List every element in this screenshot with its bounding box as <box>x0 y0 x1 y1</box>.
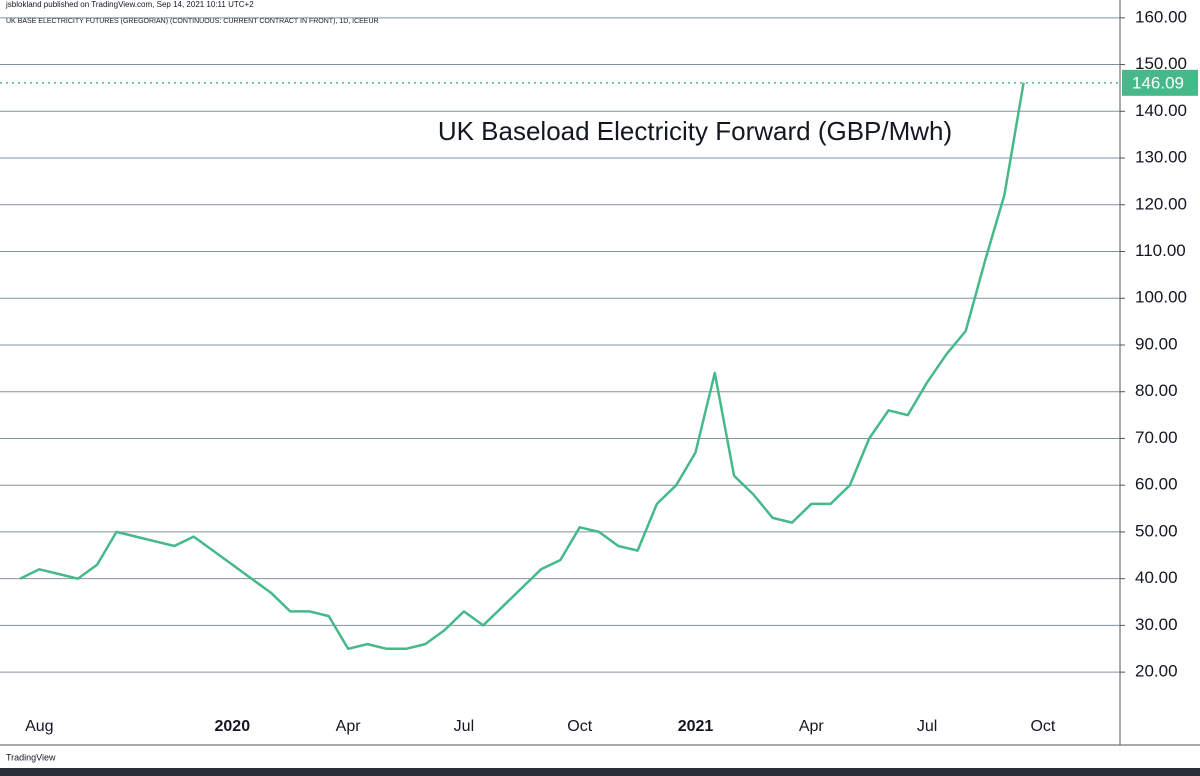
y-tick-label: 100.00 <box>1135 288 1187 307</box>
y-tick-label: 70.00 <box>1135 428 1178 447</box>
footer-bar <box>0 768 1200 776</box>
x-tick-label: 2021 <box>678 718 714 735</box>
y-tick-label: 160.00 <box>1135 7 1187 26</box>
x-tick-label: Aug <box>25 718 53 735</box>
y-tick-label: 60.00 <box>1135 475 1178 494</box>
y-tick-label: 130.00 <box>1135 148 1187 167</box>
last-price-label: 146.09 <box>1132 73 1184 92</box>
y-tick-label: 90.00 <box>1135 334 1178 353</box>
chart-title: UK Baseload Electricity Forward (GBP/Mwh… <box>438 116 952 146</box>
x-tick-label: Apr <box>336 718 362 735</box>
x-tick-label: Jul <box>917 718 937 735</box>
y-tick-label: 50.00 <box>1135 521 1178 540</box>
footer: TradingView <box>6 752 56 762</box>
y-tick-label: 80.00 <box>1135 381 1178 400</box>
y-tick-label: 150.00 <box>1135 54 1187 73</box>
x-tick-label: 2020 <box>215 718 251 735</box>
y-tick-label: 40.00 <box>1135 568 1178 587</box>
y-tick-label: 120.00 <box>1135 194 1187 213</box>
y-tick-label: 30.00 <box>1135 615 1178 634</box>
y-tick-label: 20.00 <box>1135 662 1178 681</box>
chart-subtitle: UK BASE ELECTRICITY FUTURES (GREGORIAN) … <box>6 18 379 25</box>
chart-header: jsblokland published on TradingView.com,… <box>5 0 254 9</box>
x-tick-label: Oct <box>567 718 592 735</box>
price-line <box>19 82 1025 651</box>
y-tick-label: 140.00 <box>1135 101 1187 120</box>
x-tick-label: Oct <box>1030 718 1055 735</box>
x-tick-label: Jul <box>454 718 474 735</box>
last-price-box <box>1122 69 1198 96</box>
x-tick-label: Apr <box>799 718 825 735</box>
y-tick-label: 110.00 <box>1135 241 1186 260</box>
